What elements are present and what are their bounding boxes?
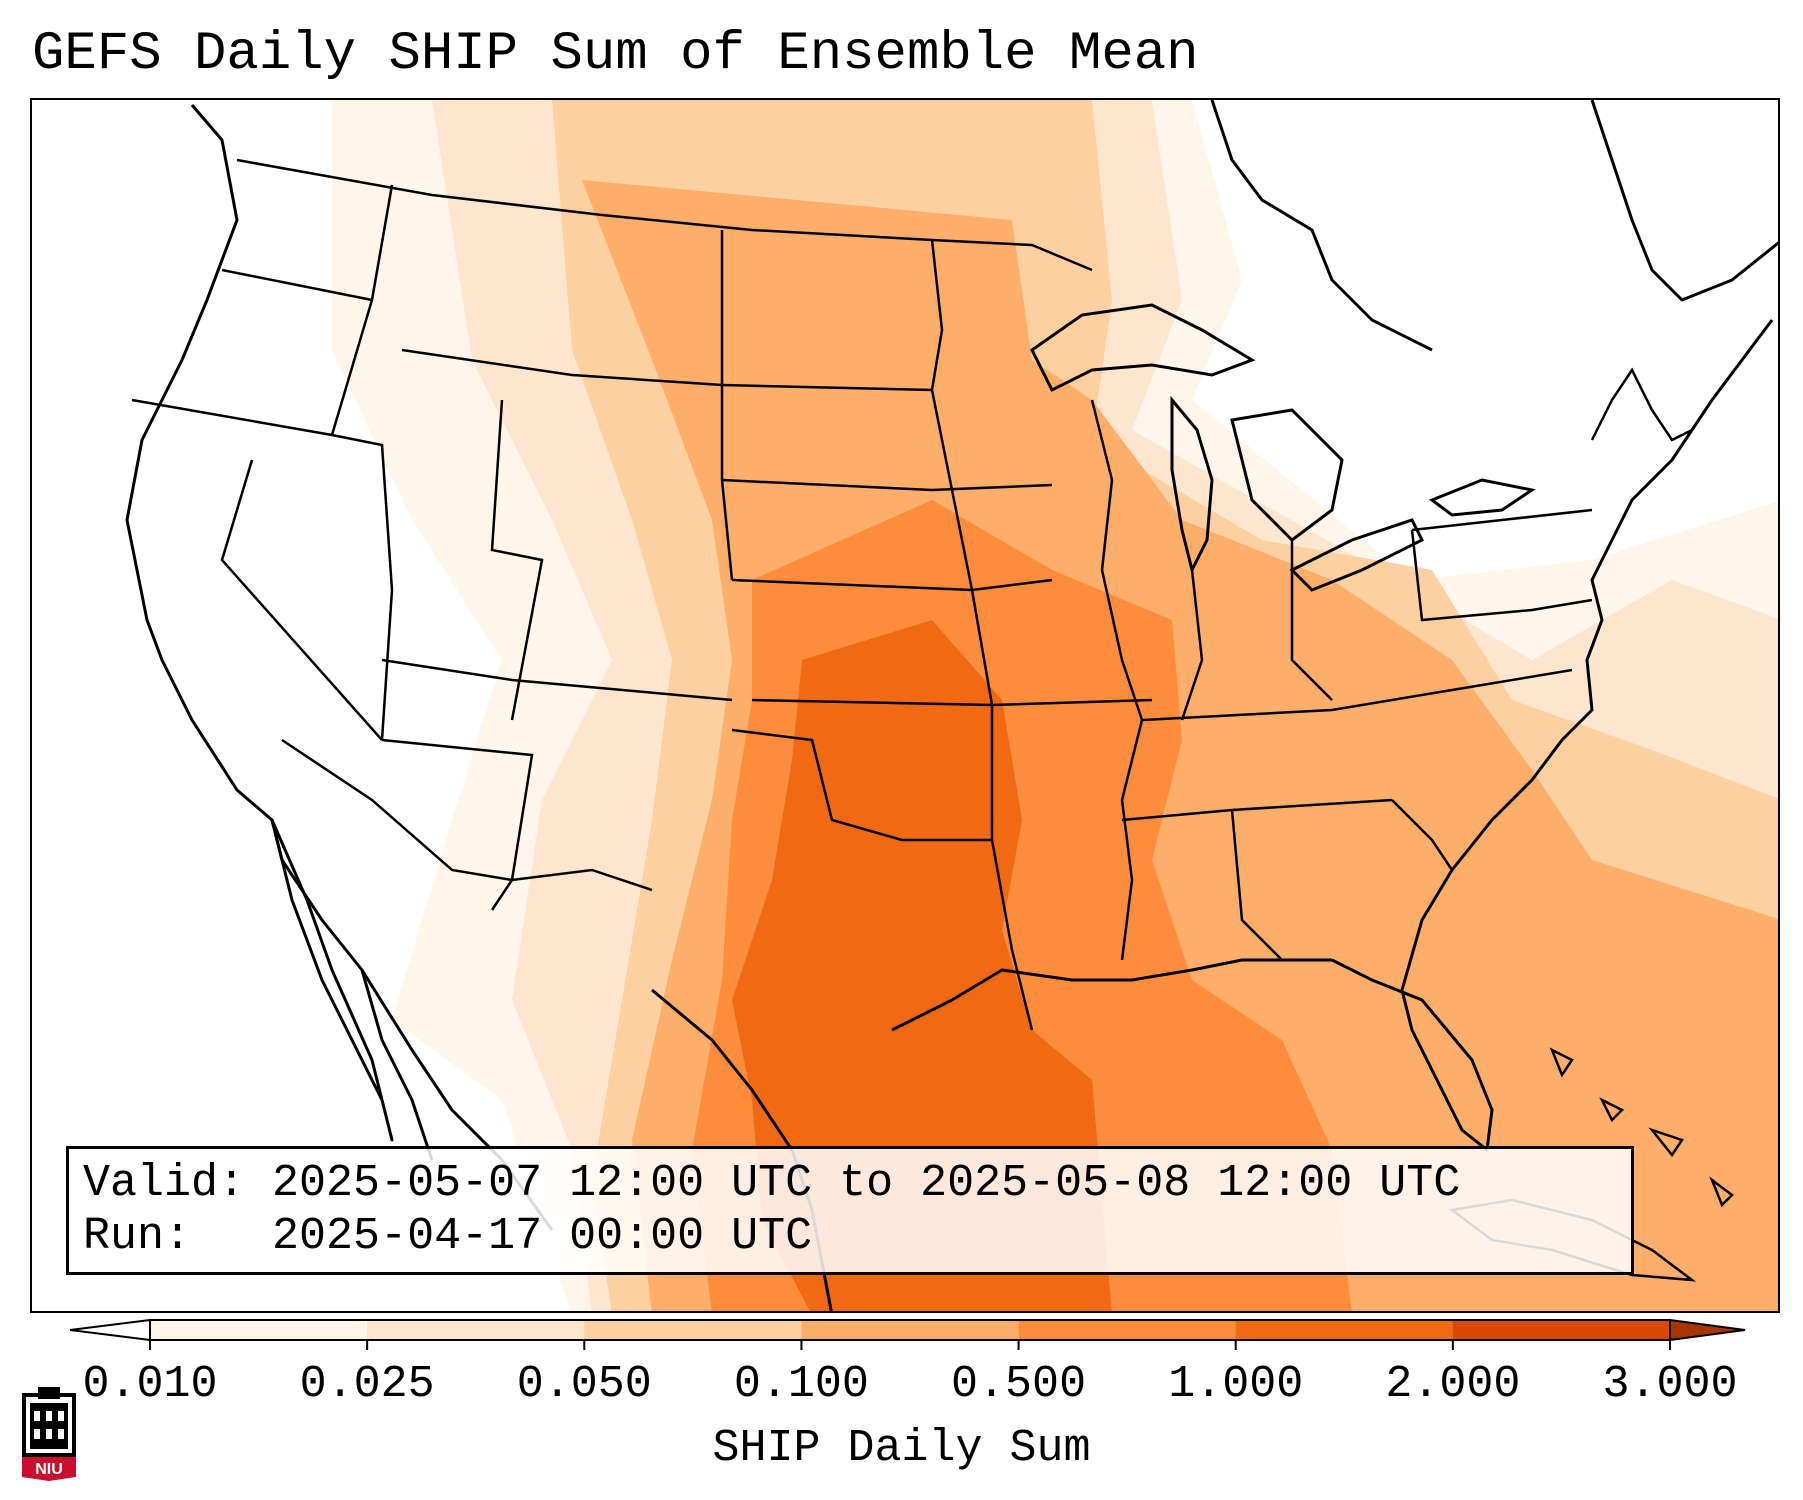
baja-peninsula: [270, 818, 394, 1142]
canada-border: [236, 158, 1093, 272]
colorbar-tick-label: 0.500: [951, 1359, 1087, 1410]
pa-south: [1410, 529, 1593, 622]
nv-ut-border: [331, 433, 394, 741]
il-in-border: [1180, 569, 1204, 721]
colorbar-border: [149, 1319, 1671, 1341]
colorbar-tick-label: 0.050: [516, 1359, 652, 1410]
run-value: 2025-04-17 00:00 UTC: [272, 1211, 813, 1262]
ut-co-border: [490, 399, 544, 721]
plains-row-1: [721, 383, 933, 392]
colorbar-segments: [70, 1318, 1746, 1342]
bahamas-2: [1599, 1097, 1625, 1123]
ky-tn-row: [1141, 668, 1573, 722]
colorbar-tick-label: 0.010: [82, 1359, 218, 1410]
four-corners-row: [381, 658, 733, 702]
nd-sd-mn-col: [720, 230, 734, 581]
svg-text:NIU: NIU: [35, 1461, 63, 1478]
run-label: Run:: [83, 1211, 192, 1262]
oh-border: [1290, 540, 1333, 701]
az-nm-border: [381, 738, 534, 911]
colorbar-segment: [1018, 1320, 1237, 1340]
ca-nv-border: [220, 459, 383, 741]
id-east: [330, 184, 394, 436]
colorbar-tick-label: 0.100: [733, 1359, 869, 1410]
mt-south: [401, 348, 723, 387]
valid-run-box: Valid: 2025-05-07 12:00 UTC to 2025-05-0…: [66, 1146, 1634, 1275]
bahamas-1: [1549, 1047, 1574, 1078]
lake-erie: [1289, 518, 1425, 592]
colorbar-segment: [367, 1320, 585, 1340]
state-borders: [131, 158, 1693, 1031]
colorbar-tick-label: 3.000: [1602, 1359, 1738, 1410]
florida: [1331, 958, 1494, 1152]
lake-michigan: [1170, 395, 1214, 575]
colorbar-extend-low: [70, 1318, 151, 1342]
lake-huron: [1230, 408, 1344, 542]
tx-east: [990, 705, 1034, 1031]
ship-shading: [332, 100, 1778, 1311]
new-england: [1590, 367, 1693, 442]
map-panel: [30, 98, 1780, 1313]
colorbar-segment: [1452, 1320, 1671, 1340]
ga-sc: [1391, 799, 1454, 871]
wa-or-border: [221, 268, 373, 302]
al-ga-border: [1230, 809, 1283, 961]
bahamas-4: [1709, 1176, 1734, 1208]
ok-tx-row: [731, 728, 992, 842]
niu-logo-icon: NIU: [22, 1387, 76, 1481]
west-coast: [125, 104, 434, 1161]
colorbar-label: SHIP Daily Sum: [712, 1423, 1091, 1474]
mexico-border: [281, 738, 653, 892]
or-ca-border: [131, 398, 333, 437]
plains-row-2: [721, 478, 1053, 492]
mississippi: [1090, 399, 1144, 961]
colorbar-segment: [584, 1320, 802, 1340]
gulf-north-coast: [891, 958, 1332, 1032]
great-lakes: [1030, 303, 1536, 592]
colorbar-segment: [801, 1320, 1020, 1340]
hudson-area: [1210, 100, 1433, 352]
valid-value: 2025-05-07 12:00 UTC to 2025-05-08 12:00…: [272, 1158, 1461, 1209]
bahamas-3: [1648, 1127, 1684, 1158]
colorbar-tick-label: 0.025: [299, 1359, 435, 1410]
lake-superior: [1030, 303, 1256, 393]
atlantic-coast: [1400, 319, 1774, 991]
valid-label: Valid:: [83, 1158, 246, 1209]
lake-ontario: [1428, 478, 1536, 517]
canada-east: [1590, 100, 1778, 302]
ia-mo-row: [950, 489, 994, 706]
colorbar-segment: [1235, 1320, 1454, 1340]
map-title: GEFS Daily SHIP Sum of Ensemble Mean: [32, 24, 1199, 85]
mn-east: [930, 239, 954, 491]
colorbar-extend-high: [1669, 1318, 1746, 1342]
colorbar: [70, 1318, 1746, 1350]
colorbar-ticks: [149, 1340, 1671, 1350]
colorbar-segment: [150, 1320, 368, 1340]
map-canvas: [125, 100, 1778, 1311]
colorbar-tick-label: 2.000: [1385, 1359, 1521, 1410]
pa-row: [1411, 508, 1593, 532]
colorbar-tick-label: 1.000: [1168, 1359, 1304, 1410]
